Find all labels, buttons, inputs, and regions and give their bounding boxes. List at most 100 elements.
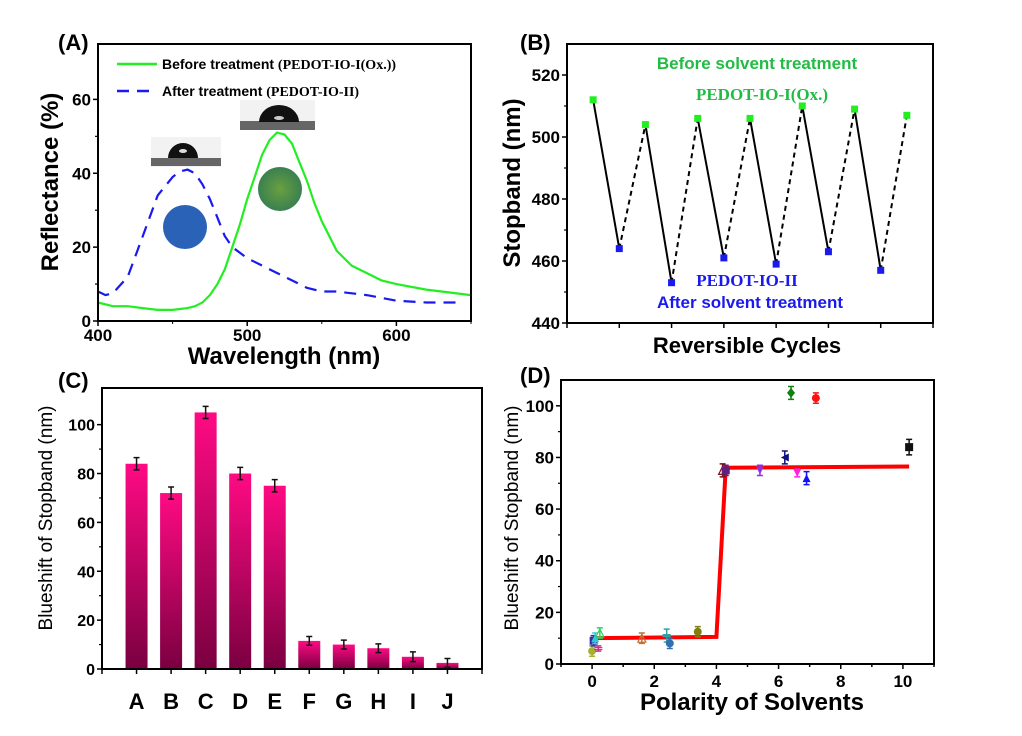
b-segment-dashed: [670, 118, 699, 283]
b-before-sample: PEDOT-IO-I(Ox.): [696, 85, 828, 104]
a-series-after: [97, 168, 464, 304]
b-point-before: [589, 96, 597, 104]
y-tick-label: 0: [82, 312, 91, 331]
b-segment-dashed: [879, 115, 908, 271]
x-tick-label: J: [441, 689, 453, 714]
b-segment-solid: [696, 118, 725, 259]
bar-D: [229, 473, 252, 669]
y-tick-label: 80: [77, 467, 95, 484]
x-tick-label: 2: [650, 672, 659, 691]
b-point-before: [641, 121, 649, 129]
error-bar: [133, 456, 140, 471]
a-ylabel: Reflectance (%): [37, 93, 64, 272]
y-tick-label: 500: [532, 128, 560, 147]
y-tick-label: 100: [68, 418, 95, 435]
y-tick-label: 60: [535, 500, 554, 519]
y-tick-label: 480: [532, 190, 560, 209]
y-tick-label: 60: [77, 515, 95, 532]
y-tick-label: 520: [532, 66, 560, 85]
b-segment-dashed: [827, 108, 856, 252]
b-point-before: [903, 111, 911, 119]
green-film-photo: [258, 167, 302, 211]
x-tick-label: 0: [587, 672, 596, 691]
x-tick-label: H: [370, 689, 386, 714]
data-point: [636, 632, 647, 643]
y-tick-label: 20: [72, 238, 91, 257]
c-ylabel: Blueshift of Stopband (nm): [36, 406, 57, 631]
panel-label-d: (D): [520, 363, 551, 388]
y-tick-label: 460: [532, 252, 560, 271]
y-tick-label: 40: [72, 164, 91, 183]
data-point: [662, 634, 671, 638]
x-tick-label: 6: [774, 672, 783, 691]
panel-c: Blueshift of Stopband (nm) A B C D E F G H I J 0 20…: [36, 387, 483, 714]
bar-G: [332, 644, 355, 669]
droplet-inset-after: [151, 137, 221, 167]
blue-film-photo: [163, 205, 207, 249]
error-bar: [444, 657, 451, 669]
bar-B: [160, 493, 183, 669]
data-point: [693, 627, 702, 636]
b-segment-solid: [592, 99, 621, 249]
y-tick-label: 0: [545, 655, 554, 674]
y-tick-label: 20: [77, 613, 95, 630]
b-segment-solid: [749, 118, 778, 265]
data-point: [755, 466, 764, 475]
fit-line: [595, 464, 910, 641]
x-tick-label: D: [232, 689, 248, 714]
b-segment-dashed: [722, 118, 751, 259]
d-plot-frame: [560, 379, 935, 665]
panel-label-b: (B): [520, 30, 551, 55]
x-tick-label: B: [163, 689, 179, 714]
bar-C: [194, 412, 217, 669]
x-tick-label: 8: [836, 672, 845, 691]
panel-a: Reflectance (%) Wavelength (nm) Before t…: [37, 43, 472, 370]
data-point: [591, 634, 600, 643]
b-point-after: [615, 245, 623, 253]
bar-I: [401, 656, 424, 669]
x-tick-label: 500: [233, 326, 261, 345]
b-segment-solid: [853, 108, 882, 271]
x-tick-label: C: [198, 689, 214, 714]
y-tick-label: 0: [86, 662, 95, 679]
bar-E: [263, 485, 286, 669]
x-tick-label: 10: [893, 672, 912, 691]
b-point-after: [824, 248, 832, 256]
error-bar: [409, 651, 416, 663]
data-point: [787, 387, 796, 398]
b-before-title: Before solvent treatment: [657, 54, 858, 73]
b-plot-frame: [566, 43, 934, 324]
c-plot-frame: [101, 387, 483, 670]
x-tick-label: 600: [382, 326, 410, 345]
data-point: [665, 639, 674, 648]
b-segment-dashed: [618, 124, 647, 249]
data-point: [780, 453, 789, 462]
y-tick-label: 80: [535, 448, 554, 467]
x-tick-label: 4: [712, 672, 722, 691]
legend-before: Before treatment (PEDOT-IO-I(Ox.)): [162, 56, 396, 73]
y-tick-label: 40: [77, 564, 95, 581]
bar-H: [367, 648, 390, 669]
data-point: [811, 394, 820, 403]
y-tick-label: 60: [72, 90, 91, 109]
data-point: [594, 646, 603, 651]
error-bar: [340, 639, 347, 650]
b-point-after: [772, 260, 780, 268]
error-bar: [202, 405, 209, 420]
b-point-before: [798, 102, 806, 110]
x-tick-label: E: [267, 689, 282, 714]
b-point-after: [720, 254, 728, 262]
b-segment-solid: [644, 124, 673, 283]
y-tick-label: 40: [535, 552, 554, 571]
error-bar: [375, 643, 382, 654]
d-xlabel: Polarity of Solvents: [640, 689, 864, 716]
b-point-after: [668, 279, 676, 287]
error-bar: [168, 486, 175, 500]
panel-label-a: (A): [58, 30, 89, 55]
data-point: [721, 466, 730, 475]
b-after-title: After solvent treatment: [657, 293, 843, 312]
x-tick-label: F: [303, 689, 316, 714]
data-point: [793, 468, 802, 477]
y-tick-label: 100: [526, 397, 554, 416]
